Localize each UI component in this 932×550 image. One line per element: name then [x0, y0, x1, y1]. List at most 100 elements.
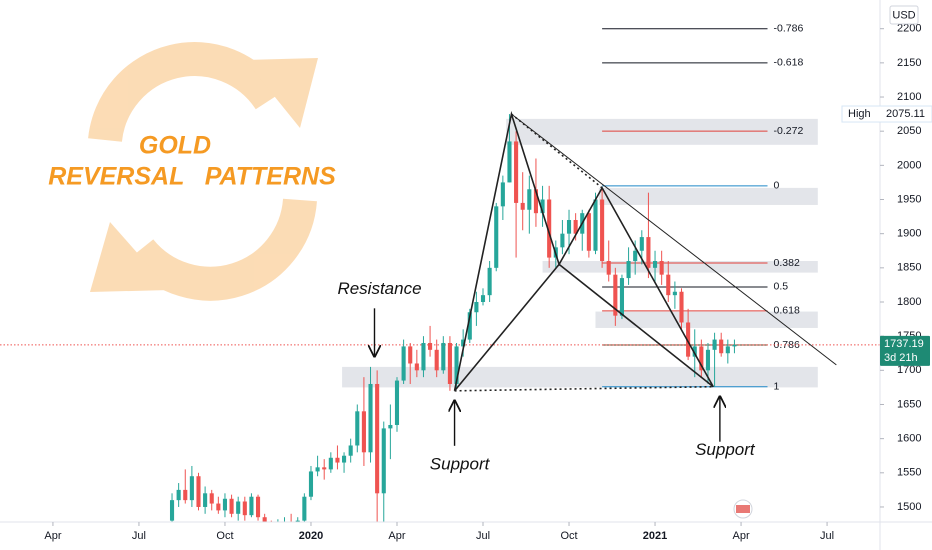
candle-body: [500, 182, 505, 207]
candle-body: [196, 476, 201, 507]
x-tick-label: Apr: [388, 530, 405, 542]
currency: USD: [892, 9, 915, 21]
candle-body: [216, 503, 221, 511]
pattern-dotted: [454, 385, 714, 392]
candle-body: [401, 346, 406, 381]
candle-body: [375, 383, 380, 494]
last-price-box: [880, 335, 930, 366]
candle-body: [335, 457, 340, 463]
flag-icon: [733, 499, 753, 519]
candle-body: [414, 363, 419, 371]
candle-body: [454, 346, 459, 384]
candle-body: [255, 496, 261, 518]
x-tick-label: Jul: [132, 530, 146, 542]
x-tick-label: Apr: [732, 530, 749, 542]
x-tick-label: Jul: [820, 530, 834, 542]
zone: [598, 187, 818, 205]
candle-body: [732, 344, 737, 347]
logo-line1: GOLD: [139, 132, 211, 160]
annotation: Support: [695, 440, 756, 459]
trendline: [511, 113, 837, 366]
y-tick-label: 2100: [897, 91, 921, 103]
candle-body: [368, 383, 373, 453]
candle-body: [262, 517, 267, 522]
candle-body: [666, 274, 671, 296]
candle-body: [619, 278, 625, 316]
candle-body: [639, 237, 644, 251]
zone: [506, 118, 818, 145]
fib-label: -0.272: [774, 125, 804, 137]
candle-body: [394, 380, 400, 425]
zone: [595, 311, 818, 328]
candle-body: [183, 489, 188, 501]
candle-body: [487, 267, 492, 296]
y-tick-label: 1900: [897, 228, 921, 240]
candle-body: [222, 498, 228, 511]
fib-label: 0: [774, 180, 780, 192]
x-tick-label: 2020: [299, 530, 323, 542]
pattern-line: [558, 263, 714, 388]
x-tick-label: Apr: [44, 530, 61, 542]
fib-label: 0.786: [774, 339, 800, 351]
candle-body: [725, 346, 730, 354]
y-tick-label: 2200: [897, 23, 921, 35]
fib-label: -0.618: [774, 57, 804, 69]
candle-body: [626, 261, 631, 279]
candle-body: [447, 342, 452, 384]
candle-body: [342, 455, 347, 463]
candle-body: [547, 199, 552, 258]
y-tick-label: 1850: [897, 262, 921, 274]
candle-body: [566, 220, 572, 234]
axes: 1500155016001650170017501800185019001950…: [44, 23, 932, 542]
candle-body: [461, 339, 466, 347]
currency-box[interactable]: [889, 5, 919, 25]
candle-body: [229, 498, 234, 514]
candle-body: [236, 501, 241, 514]
candle-body: [633, 250, 638, 261]
candle-body: [428, 342, 433, 350]
logo-icon: [88, 42, 318, 301]
candle-body: [560, 233, 565, 248]
candle-body: [388, 424, 393, 429]
annotation: Resistance: [337, 279, 421, 298]
candle-body: [480, 295, 486, 302]
candle-body: [606, 261, 611, 275]
fib-label: -0.786: [774, 22, 804, 34]
candle-body: [699, 346, 704, 371]
candle-body: [600, 199, 605, 261]
countdown-label: 3d 21h: [884, 352, 918, 364]
y-tick-label: 1700: [897, 364, 921, 376]
y-tick-label: 2050: [897, 125, 921, 137]
candle-body: [315, 467, 320, 472]
fib-label: 0.618: [774, 305, 800, 317]
y-tick-label: 1650: [897, 398, 921, 410]
candle-body: [295, 520, 300, 522]
candle-body: [646, 237, 651, 268]
pattern-line: [453, 263, 560, 392]
y-tick-label: 1800: [897, 296, 921, 308]
candle-body: [308, 471, 314, 497]
candle-body: [209, 493, 214, 504]
candle-body: [176, 489, 181, 501]
high-label: High: [848, 108, 871, 120]
fib-label: 0.5: [774, 281, 789, 293]
x-tick-label: Jul: [476, 530, 490, 542]
zone: [342, 366, 818, 388]
candle-body: [659, 261, 664, 275]
zone: [542, 261, 818, 273]
candle-body: [408, 346, 413, 364]
last-price-label: 1737.19: [884, 338, 924, 350]
candle-body: [467, 312, 472, 340]
candle-body: [507, 141, 512, 183]
candle-body: [514, 141, 519, 203]
candle-body: [613, 274, 618, 316]
candle-body: [520, 202, 525, 210]
candle-body: [573, 220, 578, 234]
y-tick-label: 1950: [897, 193, 921, 205]
candle-body: [533, 189, 538, 214]
candle-body: [679, 291, 684, 323]
y-tick-label: 1550: [897, 467, 921, 479]
y-tick-label: 1500: [897, 501, 921, 513]
x-tick-label: Oct: [216, 530, 233, 542]
